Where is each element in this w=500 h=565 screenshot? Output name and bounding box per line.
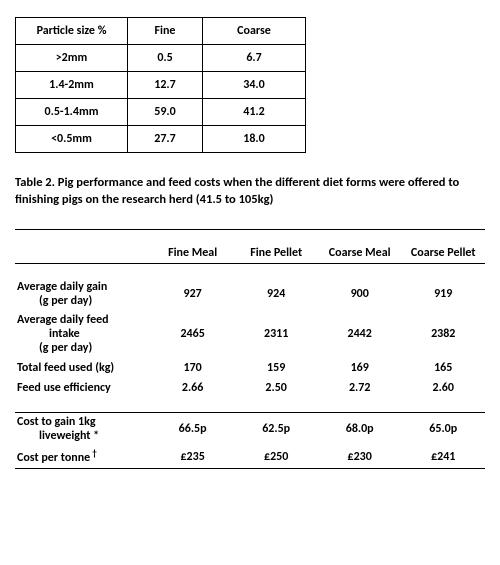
t2-cell: 2.50 bbox=[234, 378, 318, 398]
t2-cell: 170 bbox=[151, 358, 235, 378]
table-row: Cost to gain 1kg liveweight * 66.5p 62.5… bbox=[15, 412, 485, 445]
t2-cell: £241 bbox=[401, 446, 485, 469]
t1-cell: 0.5-1.4mm bbox=[16, 99, 128, 126]
t2-header: Fine Pellet bbox=[234, 243, 318, 264]
t2-label-l3: (g per day) bbox=[17, 341, 92, 355]
t1-header: Fine bbox=[128, 18, 203, 45]
t2-cell: 62.5p bbox=[234, 412, 318, 445]
t2-cell: 165 bbox=[401, 358, 485, 378]
t2-cell: 68.0p bbox=[318, 412, 402, 445]
dagger-icon: † bbox=[90, 448, 97, 459]
t2-cell: 919 bbox=[401, 278, 485, 311]
t2-label: Total feed used (kg) bbox=[15, 358, 151, 378]
t2-cell: 2.60 bbox=[401, 378, 485, 398]
t2-cell: £235 bbox=[151, 446, 235, 469]
t2-label-text: Cost per tonne bbox=[17, 451, 90, 465]
t2-header: Coarse Pellet bbox=[401, 243, 485, 264]
t2-header bbox=[15, 243, 151, 264]
t1-cell: 59.0 bbox=[128, 99, 203, 126]
table-row: 0.5-1.4mm 59.0 41.2 bbox=[16, 99, 306, 126]
t1-cell: >2mm bbox=[16, 45, 128, 72]
table-row: >2mm 0.5 6.7 bbox=[16, 45, 306, 72]
t2-cell: 2.72 bbox=[318, 378, 402, 398]
t2-cell: 2.66 bbox=[151, 378, 235, 398]
t2-header: Fine Meal bbox=[151, 243, 235, 264]
t2-label-l2: intake bbox=[17, 327, 80, 341]
t2-cell: £250 bbox=[234, 446, 318, 469]
t2-cell: 2465 bbox=[151, 311, 235, 358]
t1-cell: 18.0 bbox=[203, 126, 306, 153]
t1-cell: <0.5mm bbox=[16, 126, 128, 153]
t2-cell: 169 bbox=[318, 358, 402, 378]
t2-label: Cost to gain 1kg liveweight * bbox=[15, 412, 151, 445]
t2-cell: 924 bbox=[234, 278, 318, 311]
t2-label-l1: Average daily feed bbox=[17, 313, 109, 327]
t1-cell: 27.7 bbox=[128, 126, 203, 153]
table-row: Feed use efficiency 2.66 2.50 2.72 2.60 bbox=[15, 378, 485, 398]
particle-size-table: Particle size % Fine Coarse >2mm 0.5 6.7… bbox=[15, 17, 306, 153]
table-row: Total feed used (kg) 170 159 169 165 bbox=[15, 358, 485, 378]
t2-cell: 159 bbox=[234, 358, 318, 378]
t2-label-l1: Cost to gain 1kg bbox=[17, 415, 96, 429]
t2-label: Average daily feed intake (g per day) bbox=[15, 311, 151, 358]
table-row: <0.5mm 27.7 18.0 bbox=[16, 126, 306, 153]
t2-label: Cost per tonne † bbox=[15, 446, 151, 469]
t1-cell: 34.0 bbox=[203, 72, 306, 99]
t1-header: Coarse bbox=[203, 18, 306, 45]
t2-cell: 2311 bbox=[234, 311, 318, 358]
table-row: Average daily feed intake (g per day) 24… bbox=[15, 311, 485, 358]
t2-cell: 900 bbox=[318, 278, 402, 311]
t2-cell: 2382 bbox=[401, 311, 485, 358]
t1-cell: 0.5 bbox=[128, 45, 203, 72]
t2-cell: 65.0p bbox=[401, 412, 485, 445]
t2-label: Feed use efficiency bbox=[15, 378, 151, 398]
t1-cell: 41.2 bbox=[203, 99, 306, 126]
t2-cell: 2442 bbox=[318, 311, 402, 358]
t1-cell: 12.7 bbox=[128, 72, 203, 99]
t2-label-l2: (g per day) bbox=[17, 294, 92, 308]
t2-cell: 927 bbox=[151, 278, 235, 311]
t1-cell: 6.7 bbox=[203, 45, 306, 72]
t1-cell: 1.4-2mm bbox=[16, 72, 128, 99]
table-row: Average daily gain (g per day) 927 924 9… bbox=[15, 278, 485, 311]
table-row: 1.4-2mm 12.7 34.0 bbox=[16, 72, 306, 99]
t2-label-l2: liveweight * bbox=[17, 429, 99, 443]
table2-caption: Table 2. Pig performance and feed costs … bbox=[15, 175, 485, 209]
performance-table: Fine Meal Fine Pellet Coarse Meal Coarse… bbox=[15, 229, 485, 469]
t2-label-l1: Average daily gain bbox=[17, 280, 107, 294]
table-row: Cost per tonne † £235 £250 £230 £241 bbox=[15, 446, 485, 469]
t1-header: Particle size % bbox=[16, 18, 128, 45]
t2-label: Average daily gain (g per day) bbox=[15, 278, 151, 311]
t2-cell: 66.5p bbox=[151, 412, 235, 445]
t2-cell: £230 bbox=[318, 446, 402, 469]
t2-header: Coarse Meal bbox=[318, 243, 402, 264]
